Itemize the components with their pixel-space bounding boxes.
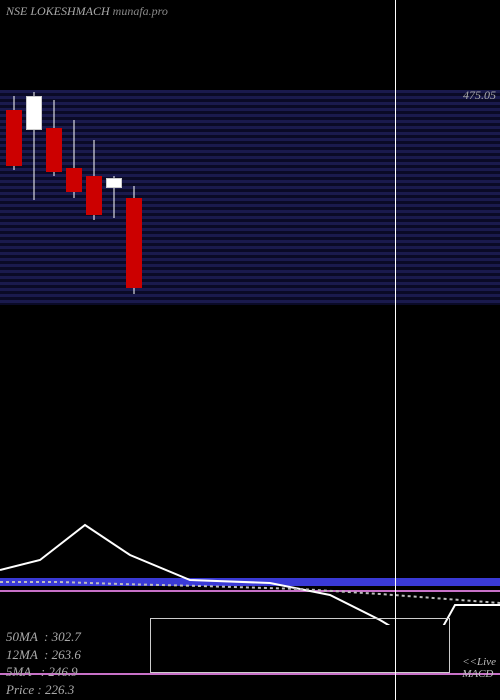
stats-block: 50MA : 302.712MA : 263.65MA : 246.9Price… bbox=[6, 628, 81, 698]
source-text: munafa.pro bbox=[113, 4, 168, 18]
white-line bbox=[0, 525, 500, 625]
candle-body bbox=[126, 198, 142, 288]
macd-label: <<Live MACD bbox=[462, 656, 496, 680]
candle-body bbox=[6, 110, 22, 166]
candle bbox=[126, 20, 142, 400]
candle bbox=[6, 20, 22, 400]
indicator-lines bbox=[0, 490, 500, 625]
candle-body bbox=[106, 178, 122, 188]
candle bbox=[106, 20, 122, 400]
stats-row: 50MA : 302.7 bbox=[6, 628, 81, 646]
macd-label-line2: MACD bbox=[462, 668, 496, 680]
crosshair-vertical bbox=[395, 0, 396, 700]
candle bbox=[46, 20, 62, 400]
indicator-panel bbox=[0, 490, 500, 625]
macd-label-line1: <<Live bbox=[462, 656, 496, 668]
dotted-line bbox=[0, 582, 500, 603]
symbol-text: NSE LOKESHMACH bbox=[6, 4, 110, 18]
stats-row: 5MA : 246.9 bbox=[6, 663, 81, 681]
candlestick-chart bbox=[0, 20, 460, 400]
candle bbox=[26, 20, 42, 400]
candle-body bbox=[66, 168, 82, 192]
candle bbox=[86, 20, 102, 400]
stats-row: Price : 226.3 bbox=[6, 681, 81, 699]
chart-title: NSE LOKESHMACH munafa.pro bbox=[6, 4, 168, 19]
candle-body bbox=[46, 128, 62, 172]
candle-body bbox=[86, 176, 102, 215]
macd-highlight-box bbox=[150, 618, 450, 673]
price-axis-label: 475.05 bbox=[463, 88, 496, 103]
stats-row: 12MA : 263.6 bbox=[6, 646, 81, 664]
candle-body bbox=[26, 96, 42, 130]
candle bbox=[66, 20, 82, 400]
